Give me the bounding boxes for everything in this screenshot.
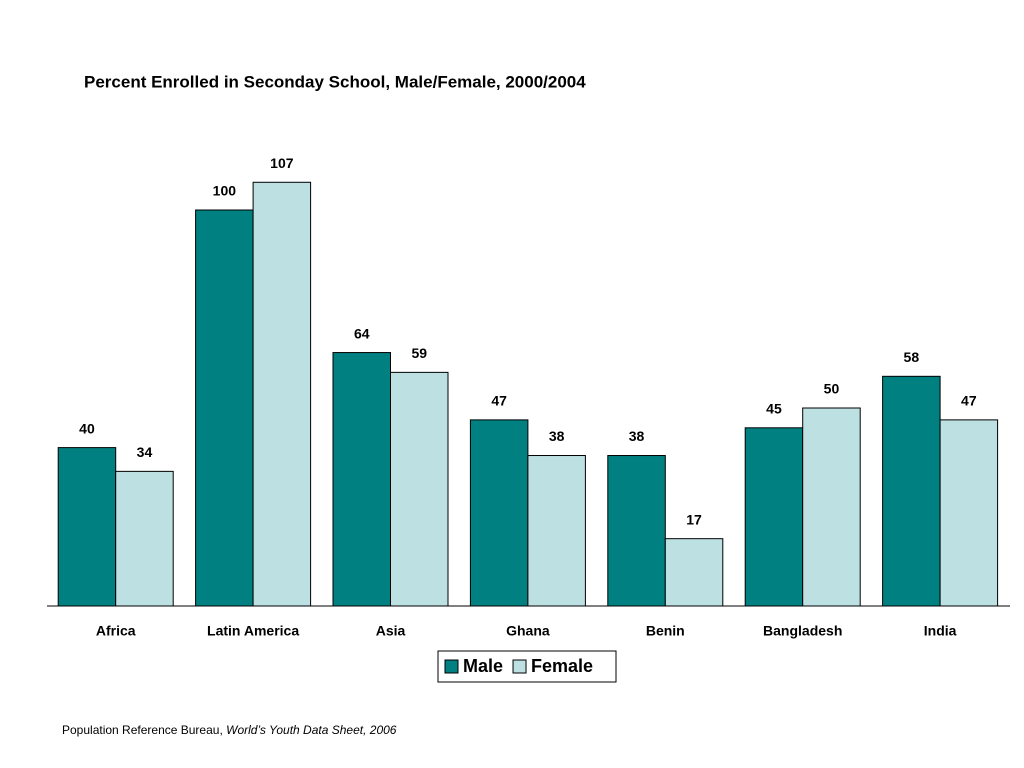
source-text: Population Reference Bureau, [62,723,223,737]
bar [607,455,666,607]
data-label: 64 [354,325,370,341]
data-label: 100 [213,183,237,199]
legend-box [437,650,617,683]
bar [115,470,174,607]
data-label: 40 [79,420,95,436]
x-tick-label: Benin [646,623,685,639]
bar [527,455,586,607]
bar [802,407,861,607]
x-tick-label: Latin America [207,623,299,639]
bar [882,375,941,607]
data-label: 47 [491,393,507,409]
bar [332,352,391,607]
data-label: 38 [629,428,645,444]
x-tick-label: Africa [96,623,136,639]
x-tick-label: Ghana [506,623,550,639]
bar [469,419,529,607]
bar [57,447,117,607]
bar [744,427,804,607]
data-label: 59 [411,345,427,361]
x-tick-label: Bangladesh [763,623,842,639]
data-label: 50 [824,381,840,397]
chart-title: Percent Enrolled in Seconday School, Mal… [84,72,586,91]
data-label: 107 [270,155,294,171]
source: Population Reference Bureau, World’s You… [62,723,397,737]
data-label: 38 [549,428,565,444]
data-label: 45 [766,401,782,417]
data-label: 17 [686,511,702,527]
data-label: 47 [961,393,977,409]
data-label: 58 [904,349,920,365]
legend-swatch [444,659,459,674]
bar [939,419,999,607]
x-tick-label: Asia [376,623,406,639]
x-tick-label: India [924,623,957,639]
bar [664,538,724,607]
data-label: 34 [137,444,153,460]
legend-label: Male [463,656,503,676]
bar [195,209,254,607]
legend-label: Female [531,656,593,676]
bar [390,371,449,607]
source-italic: World’s Youth Data Sheet, 2006 [226,723,397,737]
legend-swatch [512,659,527,674]
bar [252,181,312,607]
